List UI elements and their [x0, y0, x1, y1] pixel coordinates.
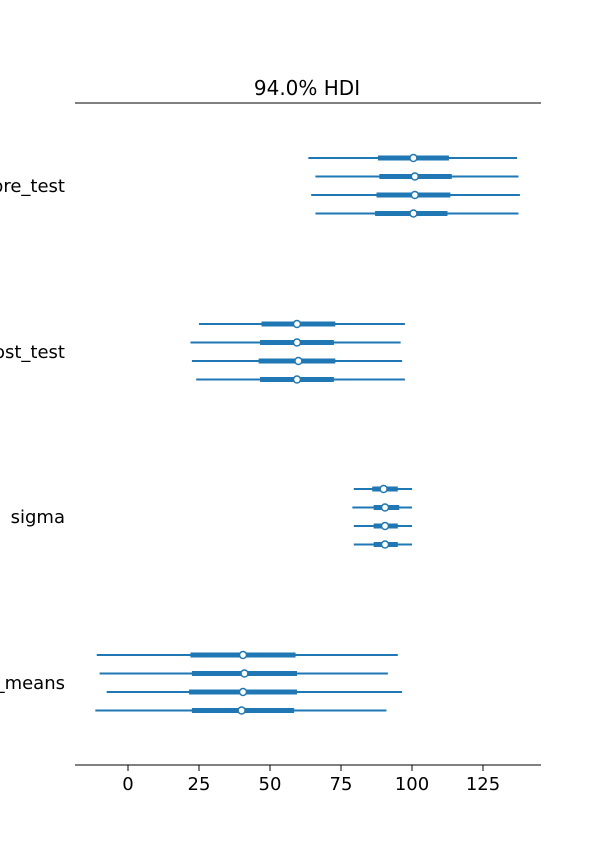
chain-interval	[315, 209, 519, 218]
chain-interval	[308, 153, 518, 163]
median-point	[380, 503, 390, 512]
median-point	[410, 172, 420, 181]
median-point	[240, 669, 249, 678]
median-point	[237, 706, 246, 715]
chart-title: 94.0% HDI	[254, 76, 360, 100]
median-point	[409, 153, 418, 163]
x-tick-label: 25	[188, 774, 211, 795]
chain-interval	[199, 319, 405, 329]
median-point	[292, 338, 302, 347]
x-tick-label: 100	[395, 774, 429, 795]
median-point	[292, 319, 302, 329]
chain-interval	[352, 503, 412, 512]
chain-interval	[96, 650, 398, 660]
y-tick-label-post-test: post_test	[0, 342, 65, 363]
median-point	[238, 650, 248, 660]
median-point	[294, 356, 303, 366]
chain-interval	[353, 540, 412, 549]
x-tick-label: 75	[330, 774, 353, 795]
chain-interval	[95, 706, 387, 715]
chain-interval	[99, 669, 388, 678]
x-tick-label: 125	[466, 774, 500, 795]
chain-interval	[353, 484, 412, 494]
y-tick-label-pre-test: pre_test	[0, 176, 65, 197]
x-tick-label: 50	[259, 774, 282, 795]
median-point	[410, 190, 420, 200]
chain-interval	[196, 375, 405, 384]
y-tick-label-group-means: group_means	[0, 673, 65, 694]
x-tick-label: 0	[122, 774, 133, 795]
chain-interval	[315, 172, 519, 181]
y-tick-label-sigma: sigma	[11, 507, 65, 528]
hdi-intervals	[95, 153, 520, 715]
median-point	[292, 375, 302, 384]
median-point	[380, 521, 390, 531]
x-axis-ticks: 0 25 50 75 100 125	[122, 765, 500, 795]
chain-interval	[353, 521, 412, 531]
chain-interval	[311, 190, 520, 200]
chain-interval	[191, 356, 403, 366]
chain-interval	[106, 687, 403, 697]
median-point	[379, 484, 388, 494]
chain-interval	[190, 338, 401, 347]
median-point	[409, 209, 418, 218]
median-point	[380, 540, 390, 549]
median-point	[238, 687, 248, 697]
